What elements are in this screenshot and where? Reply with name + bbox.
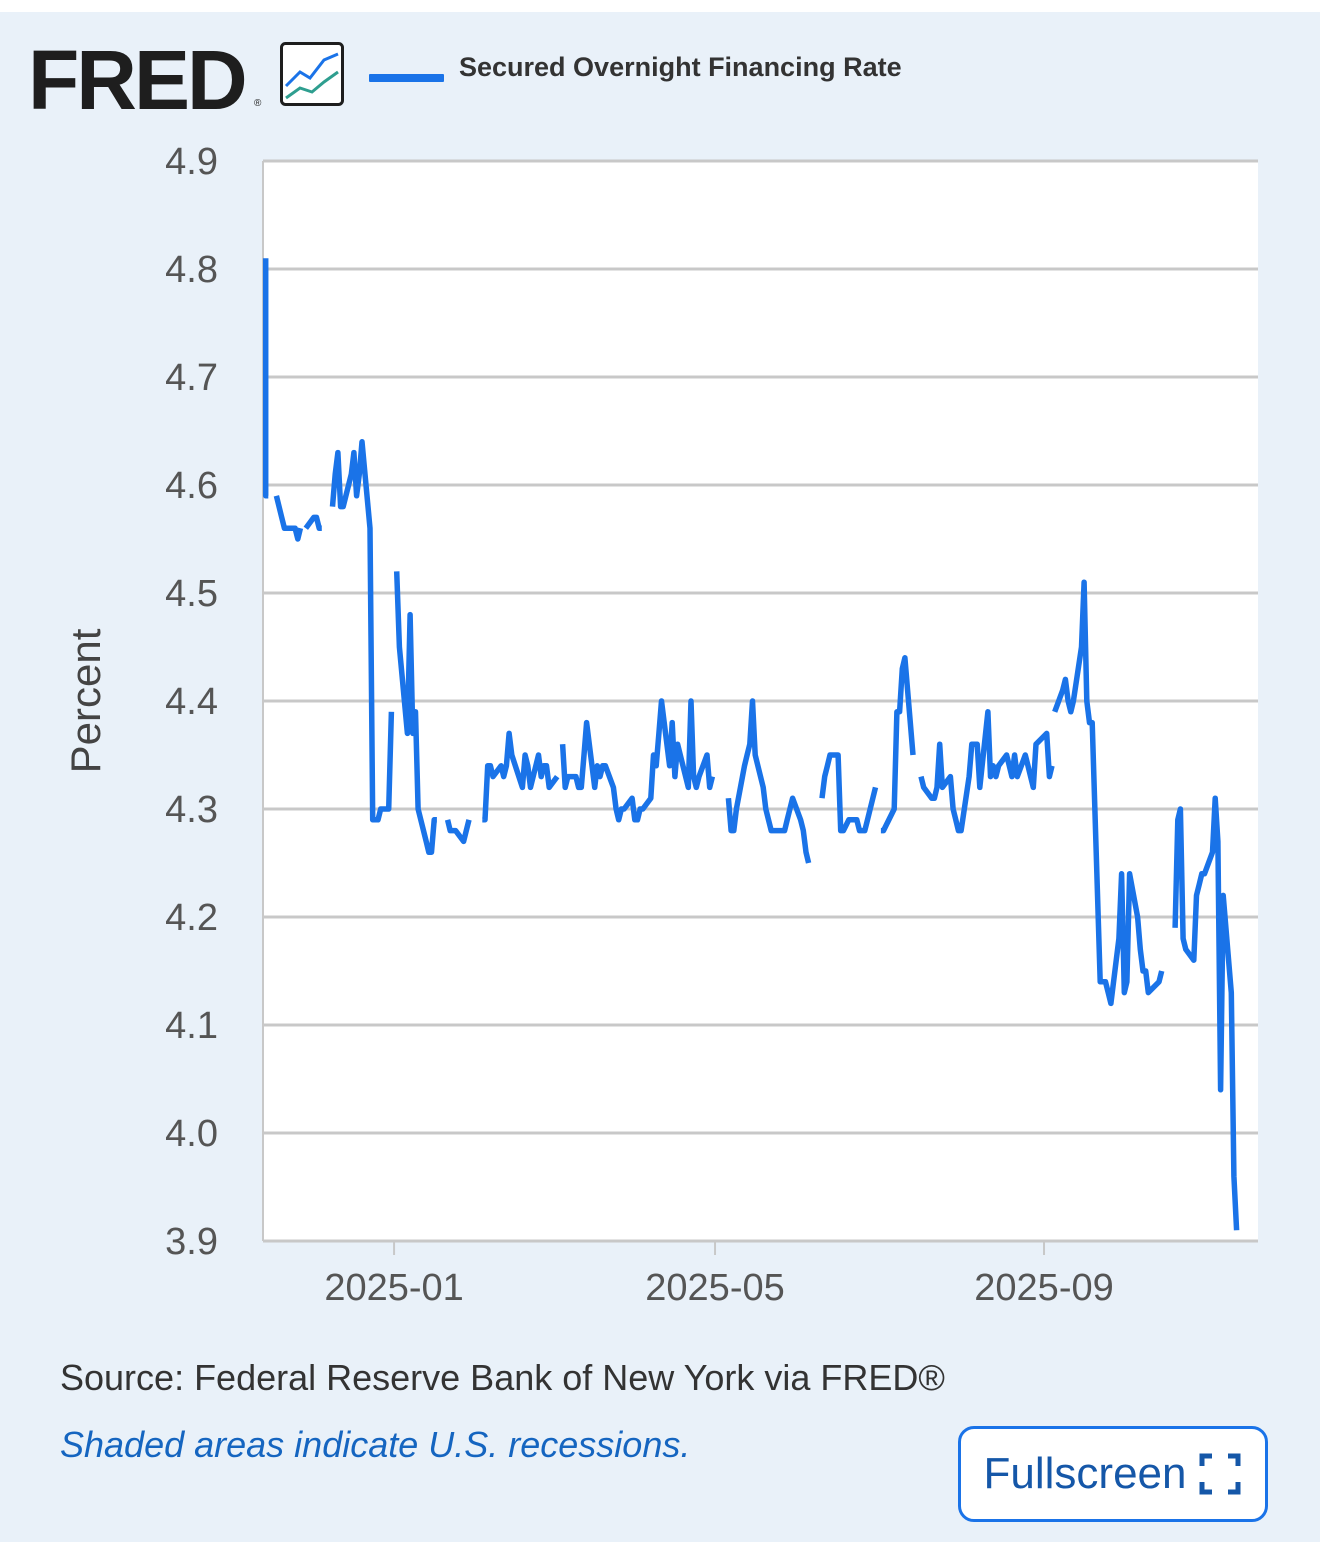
series-line — [393, 571, 437, 855]
series-line — [273, 495, 304, 542]
y-tick-label: 4.3 — [165, 789, 218, 831]
series-line — [559, 698, 716, 823]
y-tick-label: 4.0 — [165, 1113, 218, 1155]
series-line — [482, 730, 560, 823]
x-tick-label: 2025-09 — [974, 1267, 1113, 1309]
y-tick-label: 4.7 — [165, 357, 218, 399]
fullscreen-button[interactable]: Fullscreen — [958, 1426, 1268, 1522]
y-tick-label: 4.9 — [165, 141, 218, 183]
recession-note-link[interactable]: Shaded areas indicate U.S. recessions. — [60, 1424, 691, 1465]
series-line — [880, 655, 916, 834]
y-axis-label: Percent — [62, 628, 109, 773]
chart-header: FRED ® Secured Overnight Financing Rate — [0, 12, 1320, 142]
x-tick-label: 2025-01 — [324, 1267, 463, 1309]
fred-logo[interactable]: FRED — [28, 33, 248, 127]
fullscreen-label: Fullscreen — [983, 1449, 1187, 1498]
source-text: Source: Federal Reserve Bank of New York… — [60, 1357, 945, 1398]
series-line — [1172, 795, 1240, 1231]
line-chart: 3.9 4.0 4.1 4.2 4.3 4.4 4.5 4.6 4.7 4.8 4.9 2025-01… — [62, 141, 1258, 1309]
series-line — [444, 819, 472, 845]
legend-label: Secured Overnight Financing Rate — [459, 52, 902, 82]
series-line — [1052, 579, 1165, 1007]
y-tick-label: 4.1 — [165, 1005, 218, 1047]
series-line — [918, 709, 1055, 834]
registered-mark: ® — [254, 98, 262, 109]
legend-swatch — [369, 74, 444, 82]
y-tick-label: 4.4 — [165, 681, 218, 723]
x-tick-label: 2025-05 — [645, 1267, 784, 1309]
y-tick-label: 4.8 — [165, 249, 218, 291]
y-tick-label: 4.2 — [165, 897, 218, 939]
y-tick-label: 4.5 — [165, 573, 218, 615]
series-line — [303, 514, 322, 531]
series-line — [725, 698, 812, 864]
series-line — [262, 258, 269, 499]
y-tick-label: 3.9 — [165, 1221, 218, 1263]
y-tick-label: 4.6 — [165, 465, 218, 507]
series-line — [819, 752, 879, 834]
line-chart-icon[interactable] — [280, 42, 344, 106]
expand-icon — [1199, 1453, 1241, 1495]
series-line — [329, 439, 395, 823]
